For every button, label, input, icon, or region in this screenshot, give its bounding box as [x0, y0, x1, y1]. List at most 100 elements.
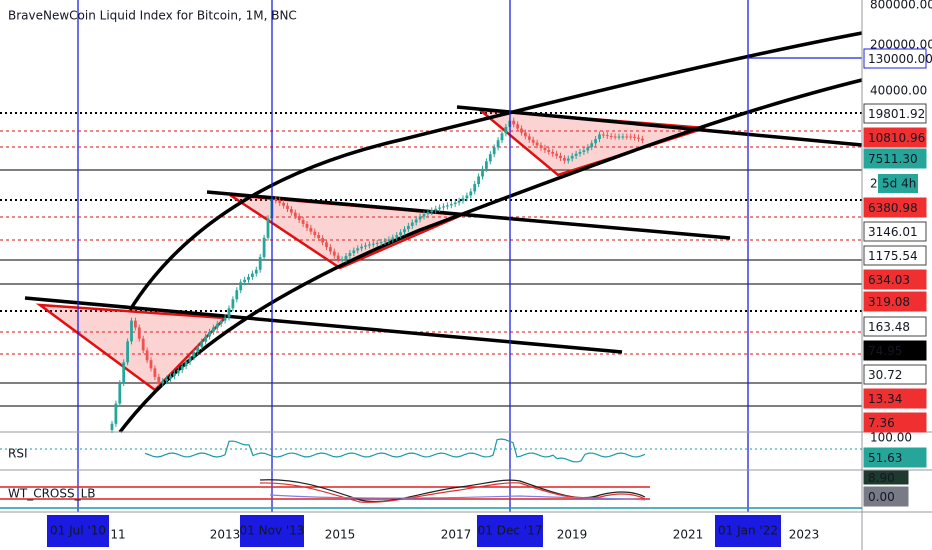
- trend-lines: [24, 31, 863, 434]
- candle-body: [149, 360, 153, 369]
- candle-body: [485, 161, 488, 169]
- price-tick-label: 40000.00: [870, 84, 927, 98]
- candle-body: [527, 136, 531, 140]
- candle-body: [212, 327, 215, 332]
- candle-body: [258, 257, 262, 270]
- candle-body: [122, 362, 126, 384]
- candle-body: [297, 216, 301, 220]
- date-marker-box: [47, 515, 109, 547]
- date-lines: [77, 0, 862, 512]
- chart-title: BraveNewCoin Liquid Index for Bitcoin, 1…: [8, 9, 297, 23]
- candle-body: [254, 269, 258, 274]
- candle-body: [141, 338, 145, 351]
- candle-body: [449, 204, 453, 206]
- candle-body: [414, 219, 418, 223]
- price-tick-label: 800000.00: [870, 0, 932, 12]
- rsi-max: 100.00: [870, 431, 912, 445]
- candle-body: [520, 128, 523, 133]
- candle-body: [609, 136, 613, 138]
- candle-body: [290, 209, 293, 213]
- candle-body: [621, 136, 625, 138]
- candle-body: [512, 120, 516, 125]
- wt-label-box: [863, 470, 909, 485]
- candle-body: [629, 136, 633, 138]
- candle-body: [305, 223, 309, 228]
- candle-body: [535, 142, 539, 146]
- candle-body: [543, 147, 547, 150]
- time-label: 2015: [325, 528, 356, 542]
- price-level-label-box: [863, 340, 927, 361]
- candle-body: [469, 191, 473, 196]
- candle-body: [317, 235, 321, 239]
- candle-body: [613, 136, 617, 138]
- price-level-label: 319.08: [868, 295, 910, 309]
- price-tick-label: 200000.00: [870, 38, 932, 52]
- countdown: 5d 4h: [882, 177, 916, 191]
- candle-body: [192, 352, 196, 358]
- candle-body: [313, 231, 317, 236]
- date-marker: 01 Nov '13: [240, 524, 305, 538]
- price-level-label: 163.48: [868, 320, 910, 334]
- price-level-label: 10810.96: [868, 131, 925, 145]
- candle-body: [368, 244, 371, 246]
- price-level-label: 19801.92: [868, 107, 925, 121]
- candle-body: [492, 147, 496, 155]
- candle-body: [165, 378, 168, 382]
- price-level-label: 1175.54: [868, 249, 918, 263]
- price-level-label: 13.34: [868, 392, 902, 406]
- price-level-label: 7.36: [868, 416, 895, 430]
- candle-body: [348, 253, 352, 257]
- candle-body: [231, 299, 235, 309]
- candle-body: [325, 242, 328, 248]
- price-level-label-box: [863, 316, 927, 337]
- candle-body: [278, 200, 282, 203]
- candle-body: [442, 206, 445, 208]
- candle-body: [188, 357, 192, 362]
- time-label: 2023: [789, 528, 820, 542]
- candle-body: [118, 383, 122, 404]
- rsi-value: 51.63: [868, 451, 902, 465]
- candle-body: [239, 282, 243, 291]
- candle-body: [173, 373, 176, 377]
- wt-label: 0.00: [868, 490, 895, 504]
- candle-body: [196, 346, 200, 353]
- date-marker: 01 Dec '17: [478, 524, 543, 538]
- candle-body: [637, 137, 640, 139]
- candle-body: [555, 153, 558, 156]
- candle-body: [282, 202, 285, 206]
- rsi-value-box: [863, 447, 927, 468]
- price-level-label: 30.72: [868, 368, 902, 382]
- candle-body: [563, 158, 566, 161]
- candle-body: [383, 240, 387, 243]
- target-label: 130000.00: [868, 52, 932, 66]
- candle-body: [321, 238, 324, 243]
- candle-body: [399, 232, 402, 236]
- candle-body: [180, 366, 184, 370]
- candle-body: [559, 155, 562, 159]
- candle-body: [461, 198, 465, 201]
- candle-body: [215, 323, 219, 328]
- candle-body: [625, 136, 629, 138]
- candle-body: [274, 198, 278, 201]
- candle-body: [157, 376, 161, 384]
- candle-body: [551, 151, 555, 154]
- candle-body: [422, 214, 426, 217]
- time-label: 11: [110, 528, 125, 542]
- rsi-line: [144, 438, 646, 463]
- candle-body: [395, 235, 399, 238]
- candle-body: [477, 176, 480, 185]
- price-level-label-box: [863, 269, 927, 290]
- candle-body: [145, 350, 149, 361]
- candle-body: [582, 150, 586, 152]
- countdown-box: [878, 174, 918, 193]
- candle-body: [371, 243, 375, 245]
- candle-body: [531, 139, 535, 143]
- candle-body: [208, 331, 211, 337]
- date-marker-box: [715, 515, 781, 547]
- candle-body: [293, 212, 297, 217]
- candle-body: [247, 276, 250, 280]
- price-level-label-box: [863, 412, 927, 433]
- candle-body: [134, 320, 137, 328]
- candle-body: [605, 135, 609, 137]
